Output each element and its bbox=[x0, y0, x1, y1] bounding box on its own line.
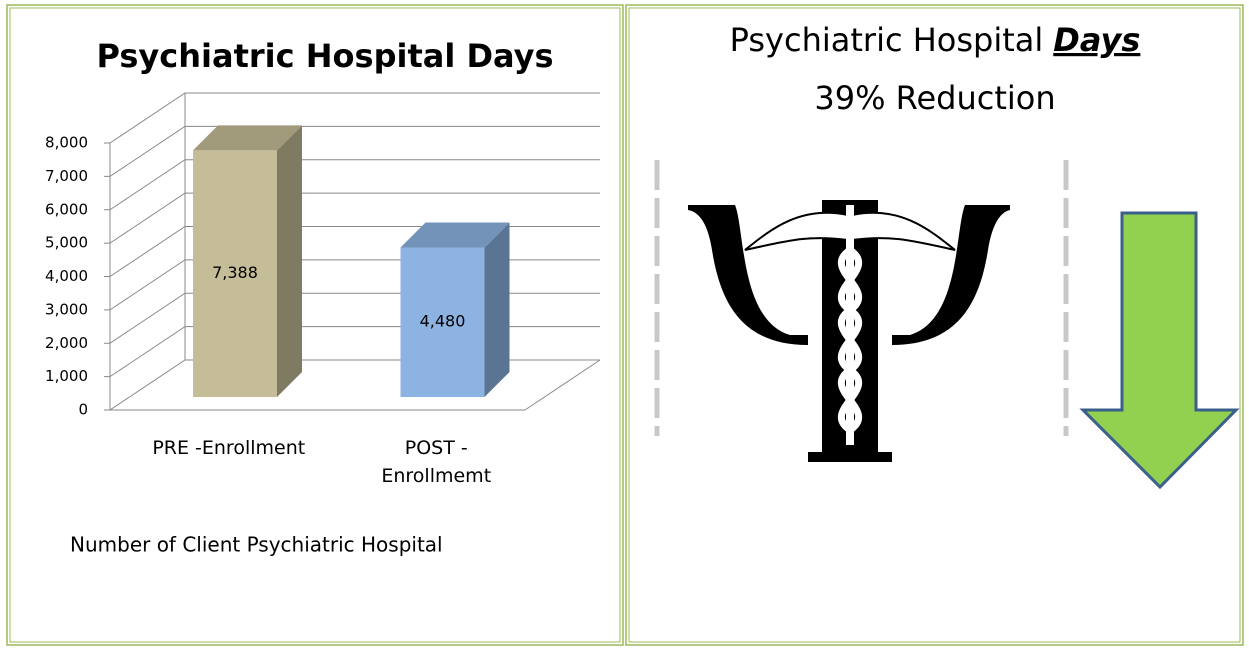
panel-subtitle: 39% Reduction bbox=[814, 79, 1055, 117]
y-tick-label: 5,000 bbox=[45, 234, 88, 252]
y-tick-label: 0 bbox=[78, 401, 88, 419]
y-tick-label: 6,000 bbox=[45, 200, 88, 218]
bar bbox=[400, 247, 485, 397]
left-border-inner bbox=[9, 7, 621, 643]
grid-line bbox=[109, 259, 600, 311]
bar bbox=[193, 150, 277, 397]
panel-title-text: Psychiatric Hospital bbox=[730, 21, 1044, 59]
bar-side bbox=[484, 222, 510, 397]
y-tick-label: 8,000 bbox=[45, 134, 88, 152]
x-tick-label: POST - Enrollmemt bbox=[381, 437, 492, 487]
psi-icon bbox=[688, 200, 1010, 462]
data-label: 7,388 bbox=[212, 263, 258, 282]
panel-title: Psychiatric Hospital Days bbox=[730, 21, 1141, 59]
down-arrow bbox=[1079, 211, 1240, 490]
y-tick-label: 7,000 bbox=[45, 167, 88, 185]
y-tick-label: 2,000 bbox=[45, 334, 88, 352]
bar-top bbox=[193, 125, 302, 151]
grid-line bbox=[109, 326, 600, 378]
caption: Number of Client Psychiatric Hospital bbox=[70, 533, 443, 557]
x-tick-label: PRE -Enrollment bbox=[152, 437, 306, 459]
chart-title: Psychiatric Hospital Days bbox=[96, 37, 553, 75]
bar-side bbox=[277, 125, 302, 397]
y-tick-label: 3,000 bbox=[45, 300, 88, 318]
floor-line bbox=[524, 359, 601, 411]
grid-line bbox=[109, 125, 600, 177]
grid-line bbox=[109, 92, 600, 144]
grid-line bbox=[109, 359, 600, 411]
right-border bbox=[625, 4, 1244, 646]
y-tick-label: 1,000 bbox=[45, 367, 88, 385]
grid-line bbox=[109, 292, 600, 344]
y-tick-label: 4,000 bbox=[45, 267, 88, 285]
panel-title-emphasis: Days bbox=[1053, 21, 1140, 59]
grid-line bbox=[109, 192, 600, 244]
right-border-inner bbox=[628, 7, 1241, 643]
grid-line bbox=[109, 159, 600, 211]
data-label: 4,480 bbox=[420, 312, 466, 331]
left-border bbox=[6, 4, 624, 646]
bar-top bbox=[400, 222, 510, 248]
grid-line bbox=[109, 226, 600, 277]
